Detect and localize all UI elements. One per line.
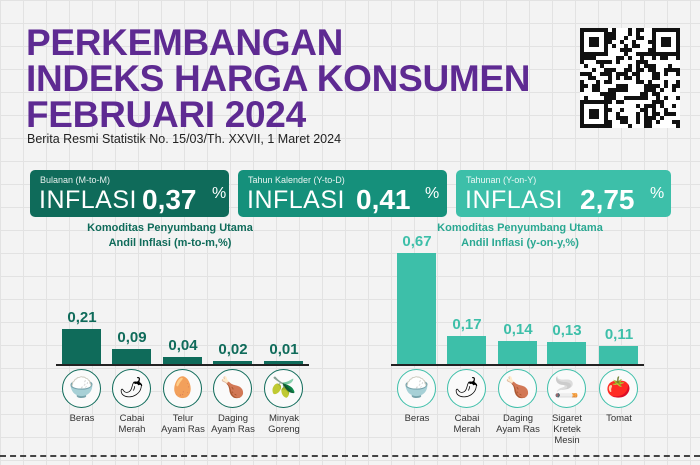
chili-icon: 🌶 bbox=[447, 369, 486, 408]
chart2-subtitle: Andil Inflasi (y-on-y,%) bbox=[461, 237, 579, 249]
chili-icon: 🌶 bbox=[112, 369, 151, 408]
card-unit: % bbox=[212, 185, 227, 202]
title-line-1: PERKEMBANGAN bbox=[26, 22, 344, 63]
card-word: INFLASI bbox=[465, 186, 563, 214]
bar-sigaret-kretek-mesin bbox=[547, 342, 586, 364]
title-line-2: INDEKS HARGA KONSUMEN bbox=[26, 58, 531, 99]
card-word: INFLASI bbox=[39, 186, 137, 214]
bar-value-label: 0,17 bbox=[452, 315, 482, 333]
bar-value-label: 0,02 bbox=[218, 340, 248, 358]
bar-value-label: 0,13 bbox=[552, 322, 582, 340]
category-label: Beras bbox=[404, 413, 430, 424]
chart1-baseline bbox=[56, 364, 309, 366]
card-mtm: Bulanan (M-to-M) INFLASI 0,37 % bbox=[30, 170, 229, 217]
rice-bowl-icon: 🍚 bbox=[62, 369, 101, 408]
category-label: Minyak Goreng bbox=[268, 413, 300, 435]
card-value: 0,37 bbox=[142, 184, 197, 215]
card-yoy: Tahunan (Y-on-Y) INFLASI 2,75 % bbox=[456, 170, 671, 217]
card-label: Tahunan (Y-on-Y) bbox=[466, 175, 537, 185]
bar-cabai-merah bbox=[112, 349, 151, 364]
divider bbox=[0, 455, 700, 457]
card-value: 0,41 bbox=[356, 184, 411, 215]
chicken-icon: 🍗 bbox=[213, 369, 252, 408]
qr-code[interactable] bbox=[580, 28, 680, 128]
card-ytd: Tahun Kalender (Y-to-D) INFLASI 0,41 % bbox=[238, 170, 447, 217]
category-label: Telur Ayam Ras bbox=[161, 413, 205, 435]
bar-value-label: 0,09 bbox=[117, 329, 147, 347]
cooking-oil-icon: 🫒 bbox=[264, 369, 303, 408]
bar-tomat bbox=[599, 345, 638, 364]
category-label: Tomat bbox=[606, 413, 632, 424]
chicken-icon: 🍗 bbox=[498, 369, 537, 408]
card-unit: % bbox=[425, 185, 440, 202]
rice-bowl-icon: 🍚 bbox=[397, 369, 436, 408]
chart1-subtitle: Andil Inflasi (m-to-m,%) bbox=[108, 237, 232, 249]
card-label: Bulanan (M-to-M) bbox=[40, 175, 111, 185]
bar-daging-ayam-ras bbox=[213, 360, 252, 364]
bar-minyak-goreng bbox=[264, 361, 303, 364]
card-value: 2,75 bbox=[580, 184, 635, 215]
bar-daging-ayam-ras bbox=[498, 340, 537, 364]
card-unit: % bbox=[650, 185, 665, 202]
category-label: Sigaret Kretek Mesin bbox=[551, 413, 583, 446]
bar-value-label: 0,11 bbox=[604, 325, 634, 343]
bar-value-label: 0,04 bbox=[168, 337, 198, 355]
bar-value-label: 0,14 bbox=[503, 320, 533, 338]
chart1-title-text: Komoditas Penyumbang Utama bbox=[87, 222, 253, 234]
title-line-3: FEBRUARI 2024 bbox=[26, 94, 306, 135]
category-label: Cabai Merah bbox=[118, 413, 146, 435]
egg-icon: 🥚 bbox=[163, 369, 202, 408]
card-word: INFLASI bbox=[247, 186, 345, 214]
chart1-title: Komoditas Penyumbang Utama Andil Inflasi… bbox=[60, 221, 280, 251]
bar-value-label: 0,67 bbox=[402, 232, 432, 250]
category-label: Cabai Merah bbox=[453, 413, 481, 435]
subtitle: Berita Resmi Statistik No. 15/03/Th. XXV… bbox=[27, 132, 342, 146]
bar-value-label: 0,01 bbox=[269, 341, 299, 358]
bar-beras bbox=[62, 329, 101, 364]
cigarette-icon: 🚬 bbox=[547, 369, 586, 408]
bar-cabai-merah bbox=[447, 335, 486, 364]
card-label: Tahun Kalender (Y-to-D) bbox=[248, 175, 345, 185]
bar-telur-ayam-ras bbox=[163, 357, 202, 364]
tomato-icon: 🍅 bbox=[599, 369, 638, 408]
category-label: Daging Ayam Ras bbox=[496, 413, 540, 435]
chart2-title-text: Komoditas Penyumbang Utama bbox=[437, 222, 603, 234]
category-label: Daging Ayam Ras bbox=[211, 413, 255, 435]
bar-beras bbox=[397, 252, 436, 364]
chart2-baseline bbox=[391, 364, 644, 366]
category-label: Beras bbox=[69, 413, 95, 424]
chart2-title: Komoditas Penyumbang Utama Andil Inflasi… bbox=[410, 221, 630, 251]
bar-value-label: 0,21 bbox=[67, 309, 97, 327]
